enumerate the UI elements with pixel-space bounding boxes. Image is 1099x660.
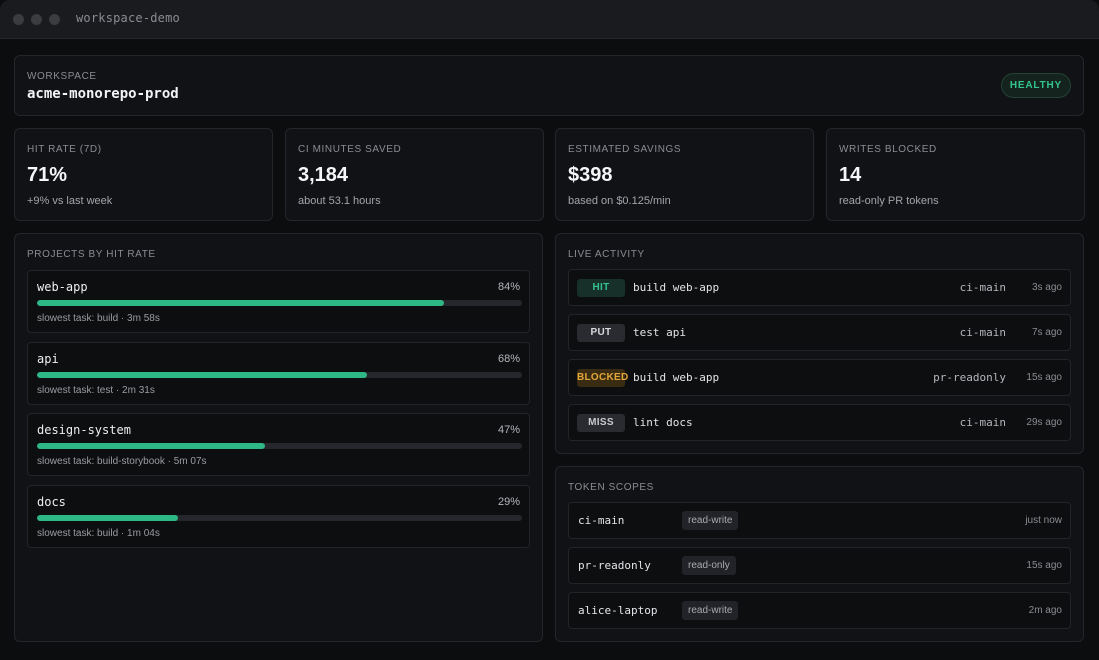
token-name: pr-readonly <box>578 559 651 572</box>
event-token: ci-main <box>959 326 1006 339</box>
progress-track <box>37 515 522 521</box>
stat-sub: read-only PR tokens <box>839 195 939 207</box>
stat-value: 71% <box>27 164 68 186</box>
event-time: 3s ago <box>1031 282 1062 293</box>
progress-track <box>37 300 522 306</box>
panel-title: PROJECTS BY HIT RATE <box>27 249 156 260</box>
event-token: pr-readonly <box>933 371 1006 384</box>
event-task: build web-app <box>633 371 720 384</box>
project-slowest-task: slowest task: build-storybook · 5m 07s <box>37 456 207 467</box>
event-badge: MISS <box>577 414 625 432</box>
token-last-used: 15s ago <box>1026 560 1062 571</box>
stat-label: HIT RATE (7D) <box>27 144 102 155</box>
progress-fill <box>37 300 445 306</box>
project-slowest-task: slowest task: build · 1m 04s <box>37 528 160 539</box>
event-badge: HIT <box>577 279 625 297</box>
stat-ci-minutes: CI MINUTES SAVED 3,184 about 53.1 hours <box>285 128 544 221</box>
token-scope-badge: read-write <box>682 511 739 530</box>
project-item[interactable]: docs 29% slowest task: build · 1m 04s <box>27 485 530 548</box>
event-time: 29s ago <box>1026 417 1062 428</box>
stat-sub: about 53.1 hours <box>298 195 381 207</box>
project-name: web-app <box>37 280 88 294</box>
token-row[interactable]: alice-laptop read-write 2m ago <box>568 592 1071 629</box>
stat-label: WRITES BLOCKED <box>839 144 937 155</box>
projects-panel: PROJECTS BY HIT RATE web-app 84% slowest… <box>14 233 543 642</box>
window-title: workspace-demo <box>76 11 180 25</box>
activity-row[interactable]: HIT build web-app ci-main 3s ago <box>568 269 1071 306</box>
stat-sub: based on $0.125/min <box>568 195 671 207</box>
stat-savings: ESTIMATED SAVINGS $398 based on $0.125/m… <box>555 128 814 221</box>
stat-value: 3,184 <box>298 164 349 186</box>
workspace-label: WORKSPACE <box>27 71 97 82</box>
token-name: alice-laptop <box>578 604 658 617</box>
project-item[interactable]: api 68% slowest task: test · 2m 31s <box>27 342 530 405</box>
project-item[interactable]: design-system 47% slowest task: build-st… <box>27 413 530 476</box>
window-minimize-dot[interactable] <box>31 14 42 25</box>
token-scopes-panel: TOKEN SCOPES ci-main read-write just now… <box>555 466 1084 642</box>
project-hit-rate: 47% <box>497 424 520 436</box>
event-time: 7s ago <box>1031 327 1062 338</box>
stat-label: ESTIMATED SAVINGS <box>568 144 682 155</box>
event-time: 15s ago <box>1026 372 1062 383</box>
stat-value: 14 <box>839 164 862 186</box>
project-hit-rate: 68% <box>497 353 520 365</box>
event-badge: BLOCKED <box>577 369 628 387</box>
panel-title: LIVE ACTIVITY <box>568 249 645 260</box>
window-zoom-dot[interactable] <box>49 14 60 25</box>
project-hit-rate: 84% <box>497 281 520 293</box>
token-last-used: just now <box>1025 515 1062 526</box>
token-row[interactable]: ci-main read-write just now <box>568 502 1071 539</box>
project-slowest-task: slowest task: test · 2m 31s <box>37 385 155 396</box>
status-badge: HEALTHY <box>1000 73 1071 98</box>
workspace-card: WORKSPACE acme-monorepo-prod HEALTHY <box>14 55 1084 116</box>
progress-track <box>37 372 522 378</box>
token-last-used: 2m ago <box>1028 605 1062 616</box>
event-token: ci-main <box>959 281 1006 294</box>
title-bar: workspace-demo <box>0 0 1099 39</box>
activity-panel: LIVE ACTIVITY HIT build web-app ci-main … <box>555 233 1084 454</box>
project-slowest-task: slowest task: build · 3m 58s <box>37 313 160 324</box>
activity-row[interactable]: PUT test api ci-main 7s ago <box>568 314 1071 351</box>
activity-row[interactable]: MISS lint docs ci-main 29s ago <box>568 404 1071 441</box>
stat-hit-rate: HIT RATE (7D) 71% +9% vs last week <box>14 128 273 221</box>
token-scope-badge: read-only <box>682 556 736 575</box>
event-task: lint docs <box>633 416 693 429</box>
stat-value: $398 <box>568 164 613 186</box>
progress-track <box>37 443 522 449</box>
window-close-dot[interactable] <box>13 14 24 25</box>
stat-sub: +9% vs last week <box>27 195 113 207</box>
activity-row[interactable]: BLOCKED build web-app pr-readonly 15s ag… <box>568 359 1071 396</box>
panel-title: TOKEN SCOPES <box>568 482 654 493</box>
stat-writes-blocked: WRITES BLOCKED 14 read-only PR tokens <box>826 128 1085 221</box>
project-name: design-system <box>37 423 131 437</box>
event-badge: PUT <box>577 324 625 342</box>
event-task: build web-app <box>633 281 720 294</box>
token-name: ci-main <box>578 514 625 527</box>
project-hit-rate: 29% <box>497 496 520 508</box>
token-row[interactable]: pr-readonly read-only 15s ago <box>568 547 1071 584</box>
token-scope-badge: read-write <box>682 601 739 620</box>
event-task: test api <box>633 326 686 339</box>
project-name: docs <box>37 495 66 509</box>
project-item[interactable]: web-app 84% slowest task: build · 3m 58s <box>27 270 530 333</box>
stat-label: CI MINUTES SAVED <box>298 144 402 155</box>
event-token: ci-main <box>959 416 1006 429</box>
progress-fill <box>37 372 367 378</box>
project-name: api <box>37 352 59 366</box>
progress-fill <box>37 443 265 449</box>
workspace-name: acme-monorepo-prod <box>27 86 179 102</box>
progress-fill <box>37 515 178 521</box>
